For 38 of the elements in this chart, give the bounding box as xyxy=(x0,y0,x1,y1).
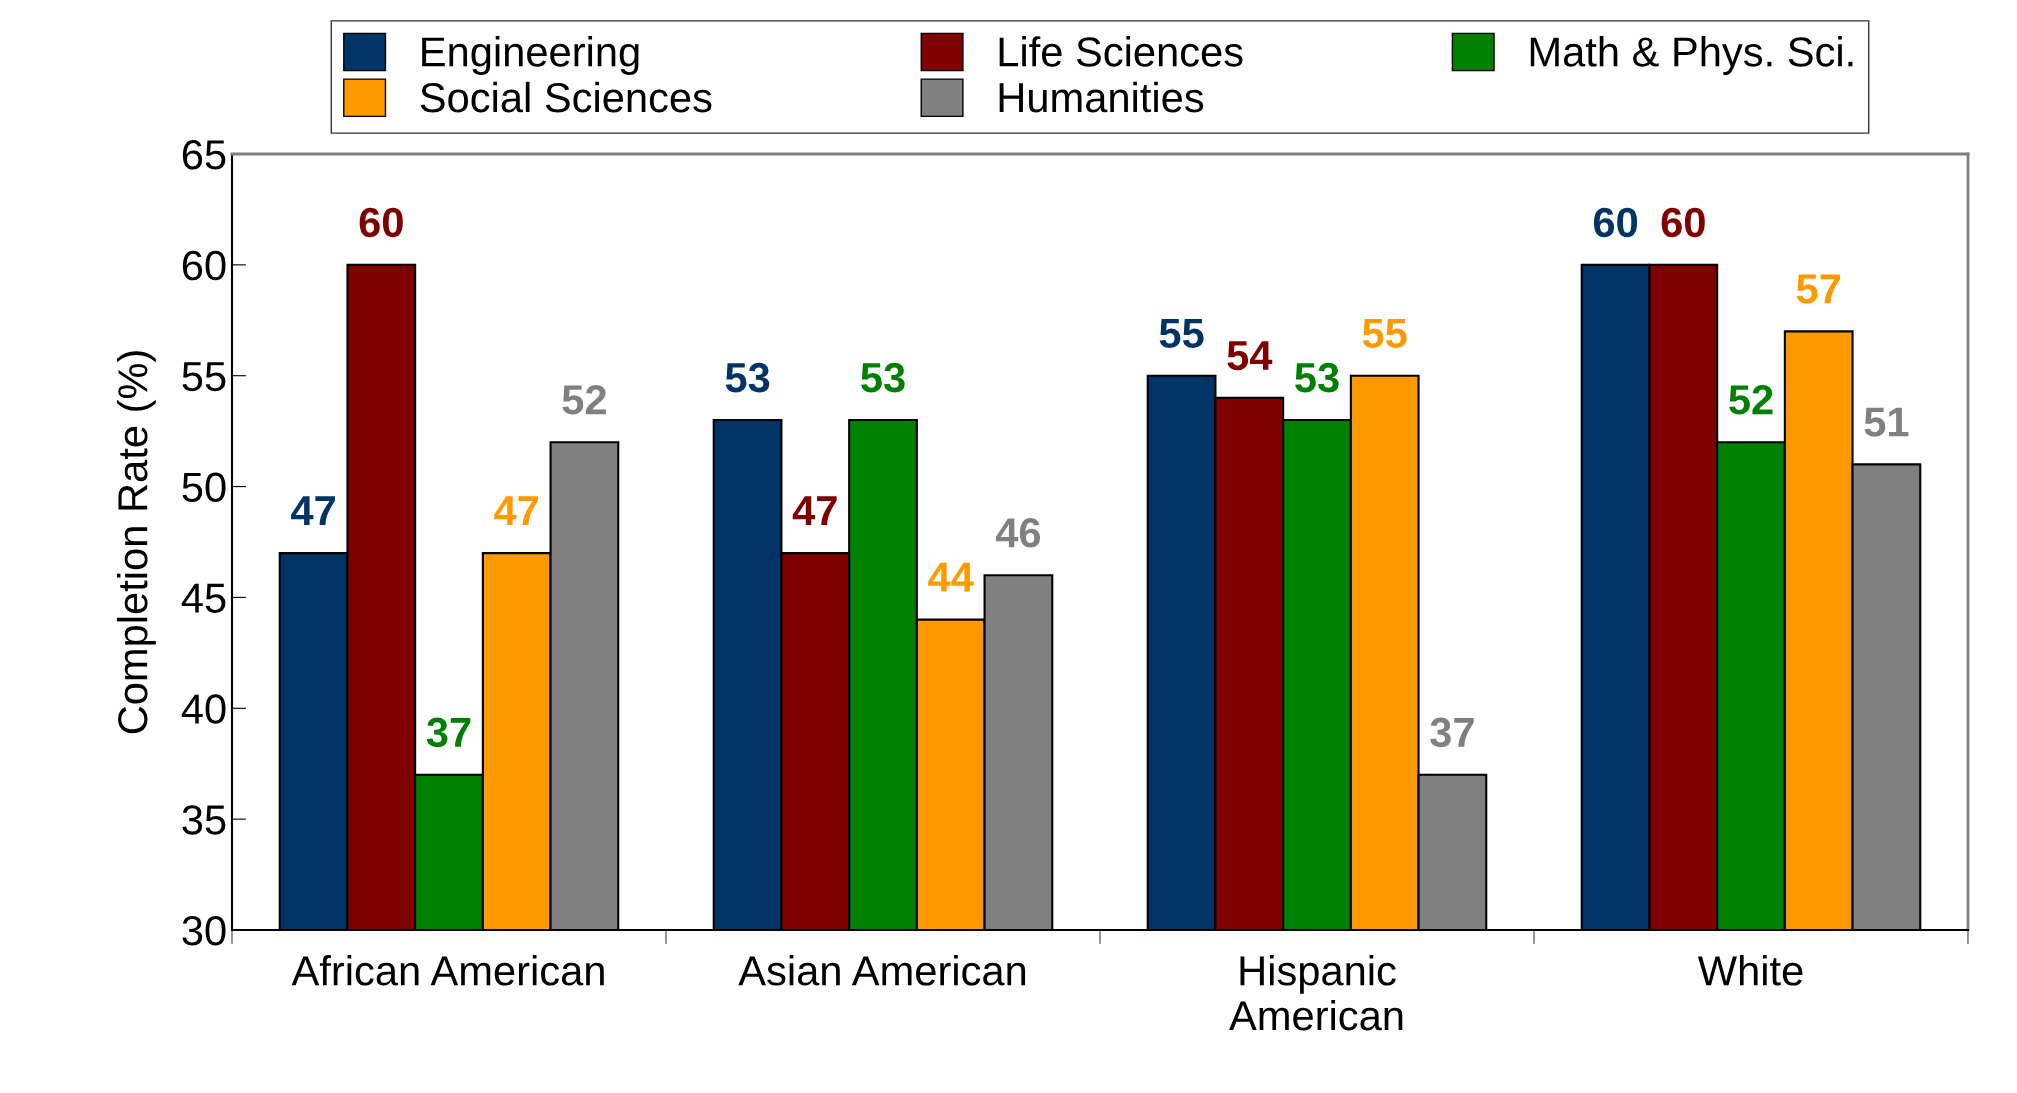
data-label: 44 xyxy=(928,562,974,592)
y-tick-label: 50 xyxy=(182,472,226,503)
data-label: 51 xyxy=(1864,407,1909,437)
data-label: 53 xyxy=(861,362,905,393)
data-label: 46 xyxy=(995,518,1041,548)
data-label: 60 xyxy=(1661,207,1705,238)
y-tick-label: 40 xyxy=(181,694,226,724)
x-tick-label: Asian American xyxy=(738,955,1026,986)
data-label: 52 xyxy=(562,385,606,415)
y-tick-label: 60 xyxy=(182,250,226,281)
data-label: 55 xyxy=(1159,318,1204,349)
data-label: 60 xyxy=(359,207,403,238)
data-label: 53 xyxy=(725,362,770,393)
y-tick-label: 45 xyxy=(181,583,226,613)
y-tick-label: 35 xyxy=(182,805,226,835)
data-label: 57 xyxy=(1796,274,1841,304)
data-label: 60 xyxy=(1593,207,1638,238)
legend-label: Humanities xyxy=(999,81,1204,113)
legend-label: Life Sciences xyxy=(999,36,1243,67)
x-tick-label: African American xyxy=(291,955,604,986)
data-label: 47 xyxy=(792,496,837,525)
y-tick-label: 55 xyxy=(182,362,226,392)
legend-label: Engineering xyxy=(422,36,639,75)
y-tick-label: 65 xyxy=(182,140,226,170)
y-tick-label: 30 xyxy=(182,916,226,946)
data-label: 47 xyxy=(291,496,335,525)
legend-label: Social Sciences xyxy=(420,81,712,113)
data-label: 37 xyxy=(1430,717,1474,748)
legend-label: Math & Phys. Sci. xyxy=(1530,36,1853,75)
data-label: 52 xyxy=(1729,385,1773,415)
x-tick-label: White xyxy=(1697,955,1803,986)
x-tick-label: Hispanic American xyxy=(1229,955,1403,1031)
data-label: 37 xyxy=(426,717,471,748)
data-label: 47 xyxy=(494,496,539,525)
data-label: 55 xyxy=(1362,318,1407,349)
data-label: 53 xyxy=(1295,362,1339,393)
y-axis-title: Completion Rate (%) xyxy=(116,351,156,734)
data-label: 54 xyxy=(1227,341,1273,371)
